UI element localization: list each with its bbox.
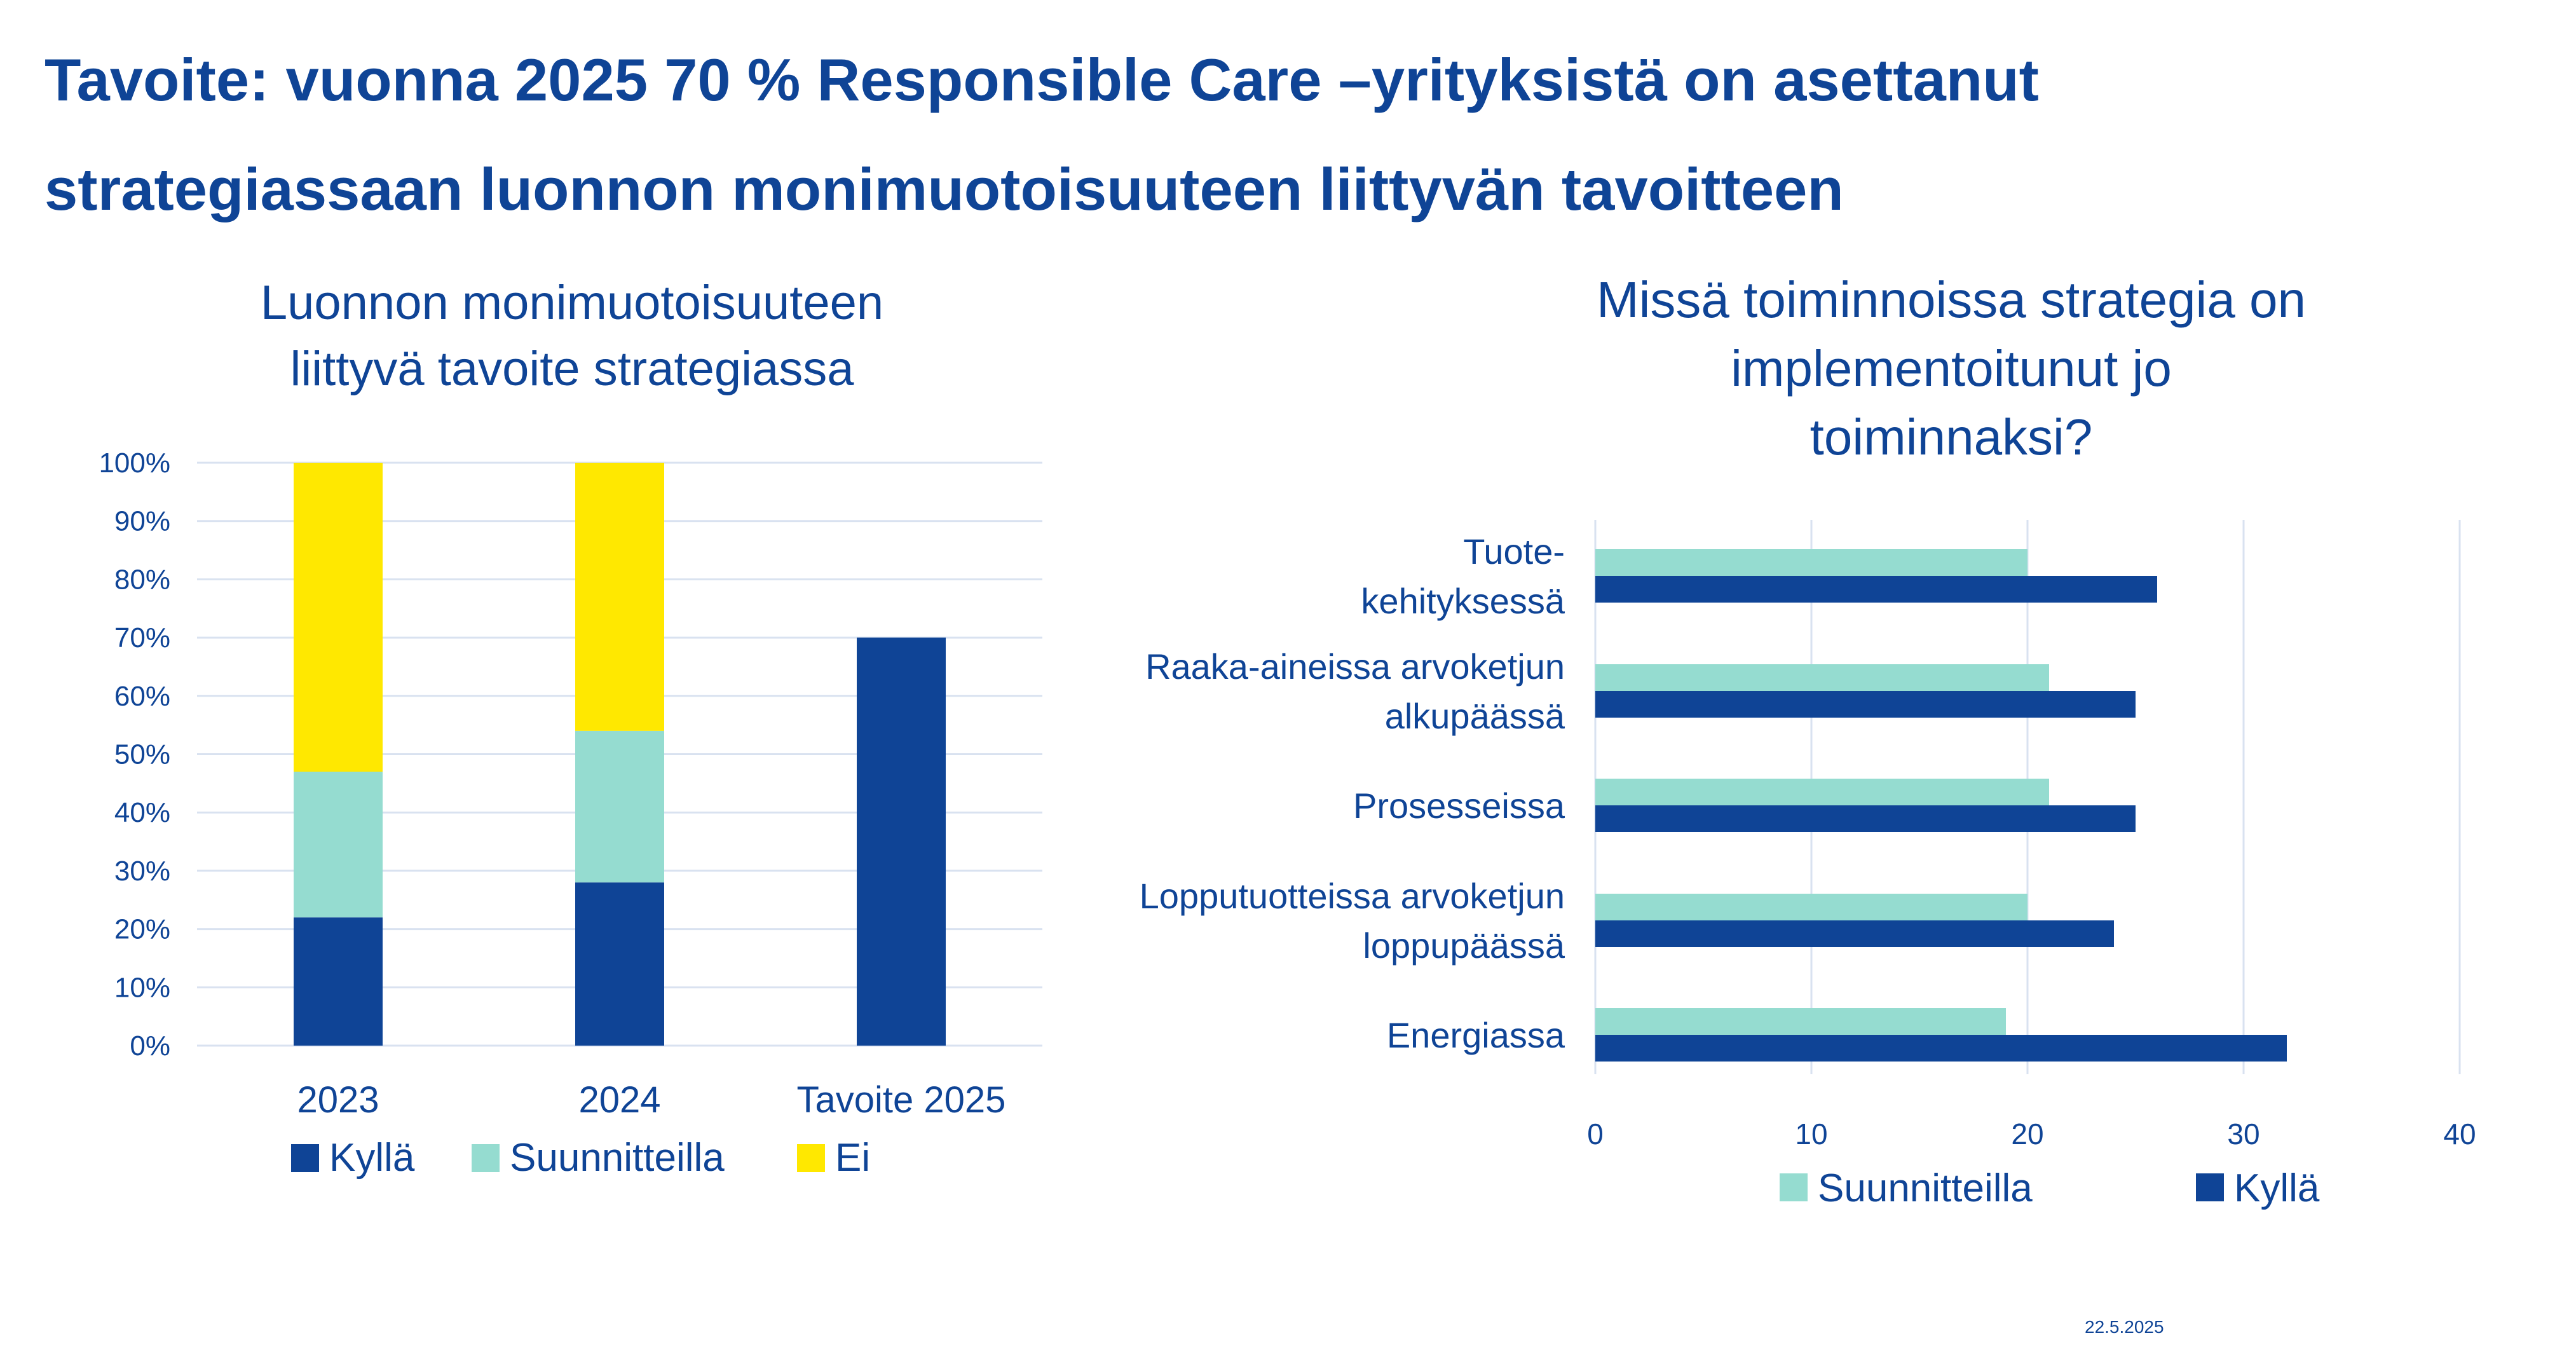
legend-label: Kyllä bbox=[329, 1136, 415, 1180]
legend-swatch bbox=[1780, 1173, 1808, 1201]
y-tick-label: 90% bbox=[114, 506, 170, 537]
footer-date: 22.5.2025 bbox=[2085, 1317, 2164, 1337]
stacked-chart-title: Luonnon monimuotoisuuteen liittyvä tavoi… bbox=[146, 270, 998, 402]
bar-segment bbox=[294, 772, 383, 918]
legend-label: Suunnitteilla bbox=[510, 1136, 725, 1180]
bar-segment bbox=[575, 463, 664, 731]
horizontal-chart-title-line-1: Missä toiminnoissa strategia on bbox=[1596, 271, 2307, 328]
y-category-label: Lopputuotteissa arvoketjun bbox=[1140, 876, 1565, 916]
legend-label: Ei bbox=[835, 1136, 870, 1180]
y-tick-label: 40% bbox=[114, 797, 170, 828]
horizontal-chart-title: Missä toiminnoissa strategia on implemen… bbox=[1513, 266, 2390, 472]
bar-suunnitteilla bbox=[1595, 894, 2027, 920]
y-category-label: Energiassa bbox=[1387, 1015, 1565, 1055]
bar-segment bbox=[294, 917, 383, 1046]
legend-swatch bbox=[2196, 1173, 2224, 1201]
legend-swatch bbox=[291, 1144, 319, 1172]
legend-swatch bbox=[797, 1144, 825, 1172]
y-tick-label: 30% bbox=[114, 856, 170, 887]
x-tick-label: 20 bbox=[2011, 1117, 2043, 1150]
y-category-label: alkupäässä bbox=[1385, 696, 1565, 736]
slide-title: Tavoite: vuonna 2025 70 % Responsible Ca… bbox=[44, 25, 2460, 244]
y-tick-label: 20% bbox=[114, 914, 170, 945]
bar-segment bbox=[294, 463, 383, 772]
bar-suunnitteilla bbox=[1595, 1008, 2006, 1035]
legend-label: Suunnitteilla bbox=[1818, 1166, 2033, 1210]
slide-title-line-2: strategiassaan luonnon monimuotoisuuteen… bbox=[44, 156, 1844, 222]
x-category-label: Tavoite 2025 bbox=[797, 1079, 1006, 1121]
x-tick-label: 40 bbox=[2443, 1117, 2476, 1150]
bar-kylla bbox=[1595, 920, 2114, 947]
bar-kylla bbox=[1595, 691, 2136, 718]
y-category-label: Raaka-aineissa arvoketjun bbox=[1145, 646, 1565, 686]
stacked-chart-title-line-2: liittyvä tavoite strategiassa bbox=[290, 342, 854, 396]
legend-swatch bbox=[472, 1144, 500, 1172]
slide-title-line-1: Tavoite: vuonna 2025 70 % Responsible Ca… bbox=[44, 46, 2039, 113]
y-category-label: Tuote- bbox=[1463, 531, 1565, 571]
bar-kylla bbox=[1595, 1035, 2287, 1062]
bar-segment bbox=[857, 638, 946, 1046]
x-category-label: 2024 bbox=[578, 1079, 660, 1121]
bar-suunnitteilla bbox=[1595, 664, 2049, 691]
y-category-label: Prosesseissa bbox=[1353, 786, 1565, 826]
y-tick-label: 70% bbox=[114, 622, 170, 653]
bar-suunnitteilla bbox=[1595, 549, 2027, 576]
bar-segment bbox=[575, 882, 664, 1046]
y-category-label: loppupäässä bbox=[1363, 925, 1565, 966]
legend-label: Kyllä bbox=[2234, 1166, 2320, 1210]
y-tick-label: 10% bbox=[114, 972, 170, 1003]
stacked-chart-title-line-1: Luonnon monimuotoisuuteen bbox=[260, 276, 884, 330]
horizontal-chart-title-line-3: toiminnaksi? bbox=[1809, 409, 2093, 465]
x-tick-label: 30 bbox=[2227, 1117, 2259, 1150]
x-tick-label: 0 bbox=[1587, 1117, 1604, 1150]
bar-suunnitteilla bbox=[1595, 779, 2049, 805]
y-category-label: kehityksessä bbox=[1361, 581, 1565, 621]
bar-segment bbox=[575, 730, 664, 883]
y-tick-label: 100% bbox=[99, 447, 170, 479]
bar-kylla bbox=[1595, 576, 2157, 603]
x-category-label: 2023 bbox=[297, 1079, 379, 1121]
x-tick-label: 10 bbox=[1795, 1117, 1827, 1150]
y-tick-label: 80% bbox=[114, 564, 170, 595]
y-tick-label: 50% bbox=[114, 739, 170, 770]
y-tick-label: 0% bbox=[130, 1030, 170, 1062]
bar-kylla bbox=[1595, 805, 2136, 832]
y-tick-label: 60% bbox=[114, 681, 170, 712]
horizontal-chart-title-line-2: implementoitunut jo bbox=[1731, 340, 2172, 397]
